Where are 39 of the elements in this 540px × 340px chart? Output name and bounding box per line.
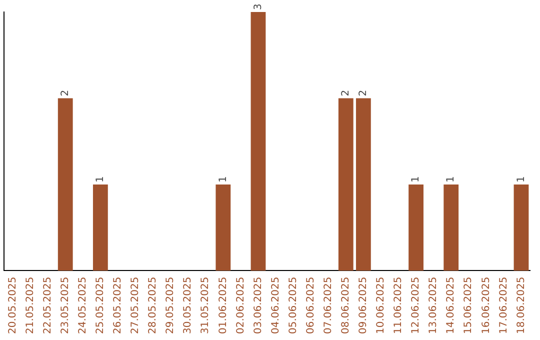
x-tick-label: 12.06.2025 [410,276,422,334]
x-tick-label: 27.05.2025 [130,276,142,334]
x-tick-label: 21.05.2025 [24,276,36,334]
x-tick-label: 10.06.2025 [376,276,387,334]
x-tick-label: 20.05.2025 [7,276,18,334]
x-tick-label: 25.05.2025 [95,276,106,334]
x-tick-label: 05.06.2025 [288,276,299,334]
x-tick-label: 08.06.2025 [340,276,352,334]
x-tick-label: 09.06.2025 [358,276,370,334]
x-tick-label: 24.05.2025 [77,276,88,334]
data-label: 1 [218,176,229,182]
x-tick-label: 31.05.2025 [200,276,212,334]
x-tick-label: 03.06.2025 [252,276,264,334]
x-tick-label: 17.06.2025 [498,276,510,334]
x-tick-label: 13.06.2025 [428,276,440,334]
x-tick-label: 15.06.2025 [463,276,474,334]
x-tick-label: 02.06.2025 [235,276,246,334]
data-label: 2 [358,90,370,96]
x-tick-label: 23.05.2025 [60,276,71,334]
x-tick-label: 14.06.2025 [446,276,457,334]
x-tick-label: 29.05.2025 [165,276,176,334]
x-tick-label: 16.06.2025 [480,276,492,334]
data-label: 2 [340,90,352,96]
x-tick-label: 06.06.2025 [305,276,316,334]
data-label: 1 [410,176,422,182]
x-tick-label: 11.06.2025 [393,276,404,334]
x-tick-label: 01.06.2025 [218,276,229,334]
x-tick-label: 18.06.2025 [516,276,527,334]
x-tick-label: 26.05.2025 [112,276,124,334]
x-tick-label: 30.05.2025 [182,276,194,334]
data-label: 3 [252,4,264,10]
x-tick-label: 07.06.2025 [322,276,334,334]
x-tick-label: 22.05.2025 [42,276,54,334]
x-tick-label: 04.06.2025 [270,276,282,334]
x-tick-label: 28.05.2025 [148,276,159,334]
data-label: 1 [95,176,106,182]
data-label: 1 [446,176,457,182]
data-label: 1 [516,176,527,182]
data-label: 2 [60,90,71,96]
